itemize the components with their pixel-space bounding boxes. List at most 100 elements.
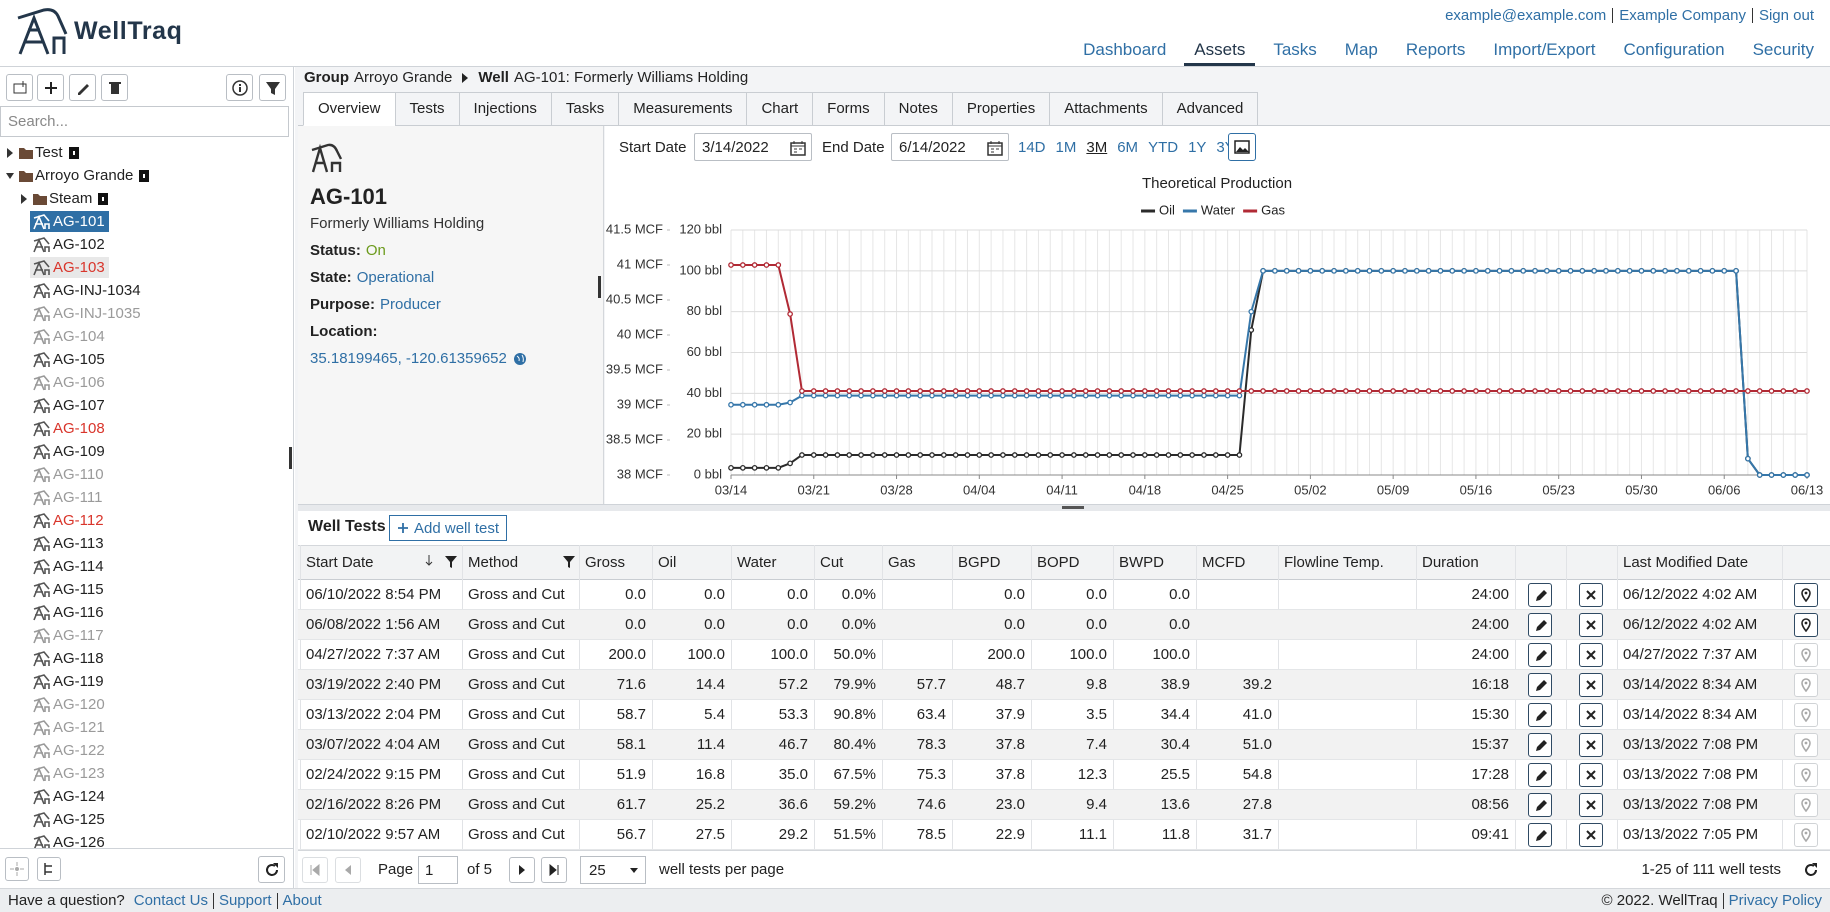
toolbar-button[interactable]	[37, 74, 64, 101]
nav-item[interactable]: Reports	[1405, 40, 1466, 59]
page-size[interactable]: 25	[589, 862, 606, 879]
last-page[interactable]	[541, 857, 567, 883]
location-button[interactable]	[1794, 763, 1818, 787]
toolbar-button[interactable]	[6, 74, 33, 101]
well-label[interactable]: AG-108	[53, 420, 105, 437]
tree-well[interactable]: AG-122	[30, 740, 109, 761]
edit-button[interactable]	[1528, 793, 1552, 817]
tree-well[interactable]: AG-115	[30, 579, 108, 600]
well-label[interactable]: AG-114	[53, 558, 104, 575]
toolbar-button[interactable]	[69, 74, 96, 101]
expand-toggle[interactable]	[4, 147, 16, 159]
footer-link[interactable]: Support	[212, 893, 277, 909]
expand-toggle[interactable]	[18, 193, 30, 205]
search-input[interactable]: Search...	[0, 106, 289, 137]
location-button[interactable]	[1794, 583, 1818, 607]
delete-button[interactable]	[1579, 823, 1603, 847]
tab[interactable]: Tests	[394, 92, 460, 126]
range-link[interactable]: 1Y	[1188, 139, 1207, 156]
well-label[interactable]: AG-124	[53, 788, 105, 805]
location-button[interactable]	[1794, 643, 1818, 667]
well-label[interactable]: AG-121	[53, 719, 105, 736]
delete-button[interactable]	[1579, 673, 1603, 697]
tree-well[interactable]: AG-123	[30, 763, 109, 784]
range-link[interactable]: 3M	[1086, 139, 1108, 156]
add-button-label[interactable]: Add well test	[414, 519, 500, 537]
tree-folder[interactable]: Steam	[49, 190, 93, 207]
toolbar-button[interactable]	[101, 74, 128, 101]
edit-button[interactable]	[1528, 643, 1552, 667]
user-link[interactable]: Example Company	[1612, 8, 1752, 23]
edit-button[interactable]	[1528, 763, 1552, 787]
well-label[interactable]: AG-INJ-1034	[53, 282, 141, 299]
column-header[interactable]: Oil	[658, 554, 677, 571]
tree-well[interactable]: AG-108	[30, 418, 109, 439]
edit-button[interactable]	[1528, 613, 1552, 637]
well-label[interactable]: AG-113	[53, 535, 104, 552]
tree-folder[interactable]: Test	[35, 144, 63, 161]
tree-button[interactable]	[5, 857, 29, 881]
toolbar-button[interactable]	[226, 74, 253, 101]
tree-well[interactable]: AG-101	[30, 211, 109, 232]
tree-well[interactable]: AG-117	[30, 625, 108, 646]
well-label[interactable]: AG-112	[53, 512, 104, 529]
well-label[interactable]: AG-101	[53, 213, 105, 230]
crumb-value[interactable]: Arroyo Grande	[354, 69, 453, 86]
crumb-value[interactable]: AG-101: Formerly Williams Holding	[513, 69, 749, 86]
tree-well[interactable]: AG-119	[30, 671, 108, 692]
tree-folder[interactable]: Arroyo Grande	[35, 167, 134, 184]
tree-well[interactable]: AG-INJ-1035	[30, 303, 145, 324]
tab[interactable]: Overview	[303, 92, 396, 126]
export-image-button[interactable]	[1228, 133, 1256, 161]
well-label[interactable]: AG-104	[53, 328, 105, 345]
tree-well[interactable]: AG-112	[30, 510, 108, 531]
column-header[interactable]: Duration	[1422, 554, 1479, 571]
footer-link[interactable]: About	[276, 893, 327, 909]
tab[interactable]: Notes	[883, 92, 953, 126]
well-label[interactable]: AG-120	[53, 696, 105, 713]
delete-button[interactable]	[1579, 763, 1603, 787]
expand-toggle[interactable]	[4, 170, 16, 182]
refresh-icon[interactable]	[1803, 862, 1819, 878]
user-link[interactable]: example@example.com	[1445, 7, 1607, 24]
tab[interactable]: Measurements	[618, 92, 748, 126]
splitter-handle[interactable]	[1062, 506, 1084, 509]
delete-button[interactable]	[1579, 583, 1603, 607]
tree-well[interactable]: AG-104	[30, 326, 109, 347]
date-value[interactable]: 3/14/2022	[702, 139, 769, 156]
location-button[interactable]	[1794, 673, 1818, 697]
field-value[interactable]: Operational	[356, 269, 435, 286]
tree-well[interactable]: AG-118	[30, 648, 108, 669]
column-header[interactable]: Cut	[820, 554, 844, 571]
nav-item[interactable]: Map	[1344, 40, 1378, 59]
date-value[interactable]: 6/14/2022	[899, 139, 966, 156]
page-size-select[interactable]: 25	[580, 856, 646, 884]
column-header[interactable]: BWPD	[1119, 554, 1164, 571]
privacy-link[interactable]: Privacy Policy	[1728, 892, 1822, 909]
location-button[interactable]	[1794, 733, 1818, 757]
tab[interactable]: Forms	[812, 92, 885, 126]
well-label[interactable]: AG-102	[53, 236, 105, 253]
delete-button[interactable]	[1579, 643, 1603, 667]
tree-well[interactable]: AG-124	[30, 786, 109, 807]
tree-well[interactable]: AG-105	[30, 349, 109, 370]
tree-well[interactable]: AG-102	[30, 234, 109, 255]
well-label[interactable]: AG-109	[53, 443, 105, 460]
delete-button[interactable]	[1579, 793, 1603, 817]
well-label[interactable]: AG-115	[53, 581, 104, 598]
tree-well[interactable]: AG-111	[30, 487, 106, 508]
nav-item[interactable]: Import/Export	[1493, 40, 1596, 59]
column-header[interactable]: BGPD	[958, 554, 1001, 571]
well-label[interactable]: AG-106	[53, 374, 105, 391]
range-link[interactable]: 14D	[1018, 139, 1046, 156]
tree-well[interactable]: AG-125	[30, 809, 109, 830]
edit-button[interactable]	[1528, 673, 1552, 697]
column-header[interactable]: Gas	[888, 554, 916, 571]
location-button[interactable]	[1794, 793, 1818, 817]
tab[interactable]: Properties	[951, 92, 1051, 126]
tree-well[interactable]: AG-103	[30, 257, 109, 278]
add-button[interactable]: Add well test	[389, 515, 508, 541]
date-input[interactable]: 6/14/2022	[891, 133, 1009, 161]
nav-item[interactable]: Security	[1752, 40, 1814, 59]
well-label[interactable]: AG-123	[53, 765, 105, 782]
